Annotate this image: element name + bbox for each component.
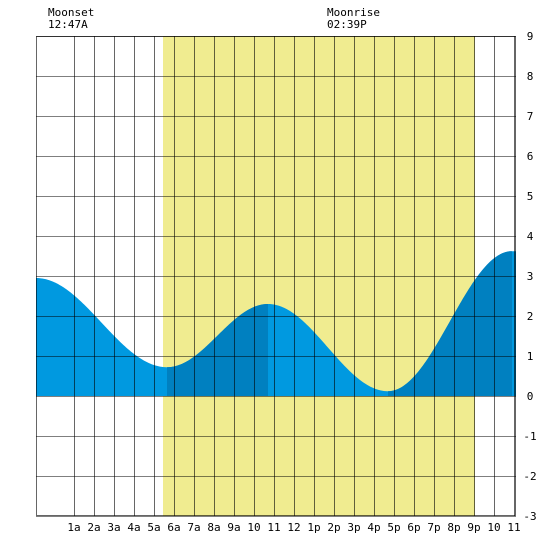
plot-frame xyxy=(36,36,516,516)
y-tick-label: -2 xyxy=(523,470,536,483)
moonset-label: Moonset xyxy=(48,6,95,19)
moonrise-label: Moonrise xyxy=(327,6,380,19)
y-tick-label: 9 xyxy=(527,30,534,43)
y-tick-label: 1 xyxy=(527,350,534,363)
y-tick-label: 8 xyxy=(527,70,534,83)
x-tick-label: 12 xyxy=(287,521,300,534)
x-tick-label: 1a xyxy=(67,521,80,534)
x-tick-label: 1p xyxy=(307,521,320,534)
x-tick-label: 9a xyxy=(227,521,240,534)
x-tick-label: 2a xyxy=(87,521,100,534)
x-tick-label: 11 xyxy=(267,521,280,534)
x-tick-label: 4p xyxy=(367,521,380,534)
moonrise-time: 02:39P xyxy=(327,18,367,31)
tide-band-dark xyxy=(167,304,268,396)
y-tick-label: -1 xyxy=(523,430,536,443)
x-tick-label: 9p xyxy=(467,521,480,534)
x-tick-label: 7p xyxy=(427,521,440,534)
x-tick-label: 6a xyxy=(167,521,180,534)
x-tick-label: 3p xyxy=(347,521,360,534)
x-tick-label: 5p xyxy=(387,521,400,534)
x-tick-label: 3a xyxy=(107,521,120,534)
x-tick-label: 5a xyxy=(147,521,160,534)
daylight-band xyxy=(163,36,475,516)
x-tick-label: 6p xyxy=(407,521,420,534)
tide-band-dark xyxy=(388,251,512,396)
y-tick-label: -3 xyxy=(523,510,536,523)
x-tick-label: 7a xyxy=(187,521,200,534)
x-tick-label: 4a xyxy=(127,521,140,534)
x-tick-label: 2p xyxy=(327,521,340,534)
y-tick-label: 3 xyxy=(527,270,534,283)
x-tick-label: 8a xyxy=(207,521,220,534)
y-tick-label: 4 xyxy=(527,230,534,243)
y-tick-label: 0 xyxy=(527,390,534,403)
y-tick-label: 6 xyxy=(527,150,534,163)
x-tick-label: 10 xyxy=(487,521,500,534)
x-tick-label: 8p xyxy=(447,521,460,534)
y-tick-label: 7 xyxy=(527,110,534,123)
y-tick-label: 5 xyxy=(527,190,534,203)
x-tick-label: 10 xyxy=(247,521,260,534)
tide-area xyxy=(36,251,516,396)
y-tick-label: 2 xyxy=(527,310,534,323)
x-tick-label: 11 xyxy=(507,521,520,534)
moonset-time: 12:47A xyxy=(48,18,88,31)
